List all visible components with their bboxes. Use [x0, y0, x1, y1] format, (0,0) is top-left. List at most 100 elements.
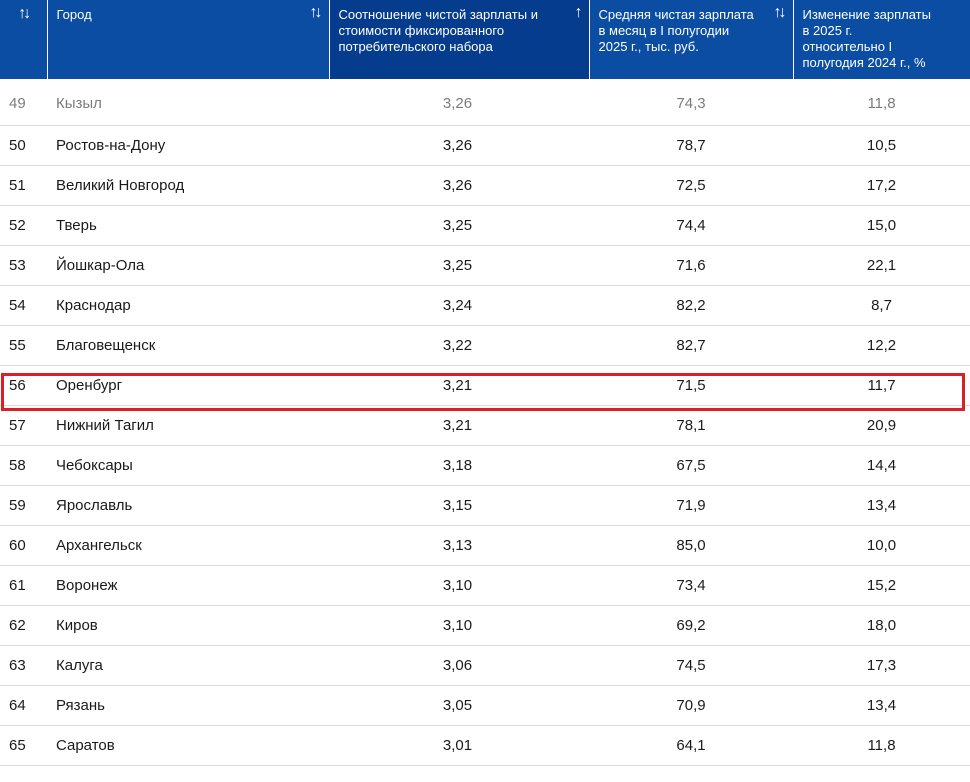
ratio-cell: 3,01: [329, 725, 589, 766]
salary-cell: 72,5: [589, 165, 793, 206]
change-cell: 22,1: [793, 245, 970, 286]
sort-ascending-icon[interactable]: ↑: [574, 4, 583, 21]
rank-cell: 50: [0, 125, 47, 166]
table-row: 55 Благовещенск 3,22 82,7 12,2: [0, 325, 970, 366]
table-row: 61 Воронеж 3,10 73,4 15,2: [0, 565, 970, 606]
ratio-cell: 3,24: [329, 285, 589, 326]
salary-cell: 82,2: [589, 285, 793, 326]
change-cell: 11,7: [793, 365, 970, 406]
city-cell: Ростов-на-Дону: [47, 125, 329, 166]
table-row: 63 Калуга 3,06 74,5 17,3: [0, 645, 970, 686]
salary-cell: 71,6: [589, 245, 793, 286]
ratio-cell: 3,05: [329, 685, 589, 726]
change-cell: 17,2: [793, 165, 970, 206]
city-cell: Чебоксары: [47, 445, 329, 486]
rank-cell: 60: [0, 525, 47, 566]
salary-cell: 69,2: [589, 605, 793, 646]
salary-cell: 67,5: [589, 445, 793, 486]
table-row: 65 Саратов 3,01 64,1 11,8: [0, 725, 970, 766]
table-header: ↑↓ Город ↑↓ Соотношение чистой зарплаты …: [0, 0, 970, 79]
salary-cell: 74,4: [589, 205, 793, 246]
column-header-change[interactable]: Изменение зарплаты в 2025 г. относительн…: [793, 0, 970, 79]
column-header-ratio[interactable]: Соотношение чистой зарплаты и стоимости …: [329, 0, 590, 79]
salary-cell: 78,7: [589, 125, 793, 166]
table-row: 50 Ростов-на-Дону 3,26 78,7 10,5: [0, 125, 970, 166]
salary-cell: 82,7: [589, 325, 793, 366]
city-cell: Краснодар: [47, 285, 329, 326]
salary-cell: 74,3: [589, 79, 793, 126]
column-header-salary[interactable]: Средняя чистая зарплата в месяц в I полу…: [589, 0, 794, 79]
change-cell: 13,4: [793, 685, 970, 726]
change-cell: 20,9: [793, 405, 970, 446]
column-header-salary-label: Средняя чистая зарплата в месяц в I полу…: [598, 7, 754, 54]
salary-cell: 78,1: [589, 405, 793, 446]
table-row: 51 Великий Новгород 3,26 72,5 17,2: [0, 165, 970, 206]
city-cell: Калуга: [47, 645, 329, 686]
rank-cell: 63: [0, 645, 47, 686]
ratio-cell: 3,22: [329, 325, 589, 366]
table-row: 60 Архангельск 3,13 85,0 10,0: [0, 525, 970, 566]
rank-cell: 65: [0, 725, 47, 766]
salary-cell: 74,5: [589, 645, 793, 686]
table-row: 58 Чебоксары 3,18 67,5 14,4: [0, 445, 970, 486]
rank-cell: 54: [0, 285, 47, 326]
change-cell: 17,3: [793, 645, 970, 686]
ratio-cell: 3,10: [329, 565, 589, 606]
salary-cell: 70,9: [589, 685, 793, 726]
sort-both-icon[interactable]: ↑↓: [773, 4, 787, 21]
rank-cell: 64: [0, 685, 47, 726]
salary-cell: 73,4: [589, 565, 793, 606]
column-header-city-label: Город: [56, 7, 92, 22]
rank-cell: 59: [0, 485, 47, 526]
change-cell: 18,0: [793, 605, 970, 646]
ratio-cell: 3,21: [329, 365, 589, 406]
rank-cell: 55: [0, 325, 47, 366]
table-row: 49 Кызыл 3,26 74,3 11,8: [0, 79, 970, 126]
sort-both-icon[interactable]: ↑↓: [18, 5, 31, 22]
salary-rating-table: ↑↓ Город ↑↓ Соотношение чистой зарплаты …: [0, 0, 970, 766]
ratio-cell: 3,25: [329, 245, 589, 286]
column-header-change-label: Изменение зарплаты в 2025 г. относительн…: [802, 7, 931, 70]
rank-cell: 53: [0, 245, 47, 286]
sort-both-icon[interactable]: ↑↓: [309, 4, 323, 21]
city-cell: Рязань: [47, 685, 329, 726]
ratio-cell: 3,26: [329, 79, 589, 126]
city-cell: Благовещенск: [47, 325, 329, 366]
city-cell: Оренбург: [47, 365, 329, 406]
rank-cell: 52: [0, 205, 47, 246]
change-cell: 12,2: [793, 325, 970, 366]
ratio-cell: 3,26: [329, 125, 589, 166]
city-cell: Йошкар-Ола: [47, 245, 329, 286]
table-row: 64 Рязань 3,05 70,9 13,4: [0, 685, 970, 726]
city-cell: Ярославль: [47, 485, 329, 526]
rank-cell: 57: [0, 405, 47, 446]
salary-cell: 71,9: [589, 485, 793, 526]
change-cell: 10,0: [793, 525, 970, 566]
city-cell: Тверь: [47, 205, 329, 246]
ratio-cell: 3,15: [329, 485, 589, 526]
column-header-city[interactable]: Город ↑↓: [47, 0, 330, 79]
ratio-cell: 3,26: [329, 165, 589, 206]
table-row: 53 Йошкар-Ола 3,25 71,6 22,1: [0, 245, 970, 286]
change-cell: 15,2: [793, 565, 970, 606]
city-cell: Кызыл: [47, 79, 329, 126]
table-row: 54 Краснодар 3,24 82,2 8,7: [0, 285, 970, 326]
rank-cell: 62: [0, 605, 47, 646]
table-body: 49 Кызыл 3,26 74,3 11,8 50 Ростов-на-Дону 3,26 7…: [0, 79, 970, 766]
ratio-cell: 3,21: [329, 405, 589, 446]
city-cell: Саратов: [47, 725, 329, 766]
ratio-cell: 3,13: [329, 525, 589, 566]
salary-cell: 64,1: [589, 725, 793, 766]
change-cell: 10,5: [793, 125, 970, 166]
city-cell: Архангельск: [47, 525, 329, 566]
city-cell: Воронеж: [47, 565, 329, 606]
table-row: 52 Тверь 3,25 74,4 15,0: [0, 205, 970, 246]
rank-cell: 58: [0, 445, 47, 486]
city-cell: Великий Новгород: [47, 165, 329, 206]
rank-cell: 51: [0, 165, 47, 206]
column-header-ratio-label: Соотношение чистой зарплаты и стоимости …: [338, 7, 538, 54]
city-cell: Киров: [47, 605, 329, 646]
ratio-cell: 3,10: [329, 605, 589, 646]
column-header-rank[interactable]: ↑↓: [0, 0, 48, 79]
